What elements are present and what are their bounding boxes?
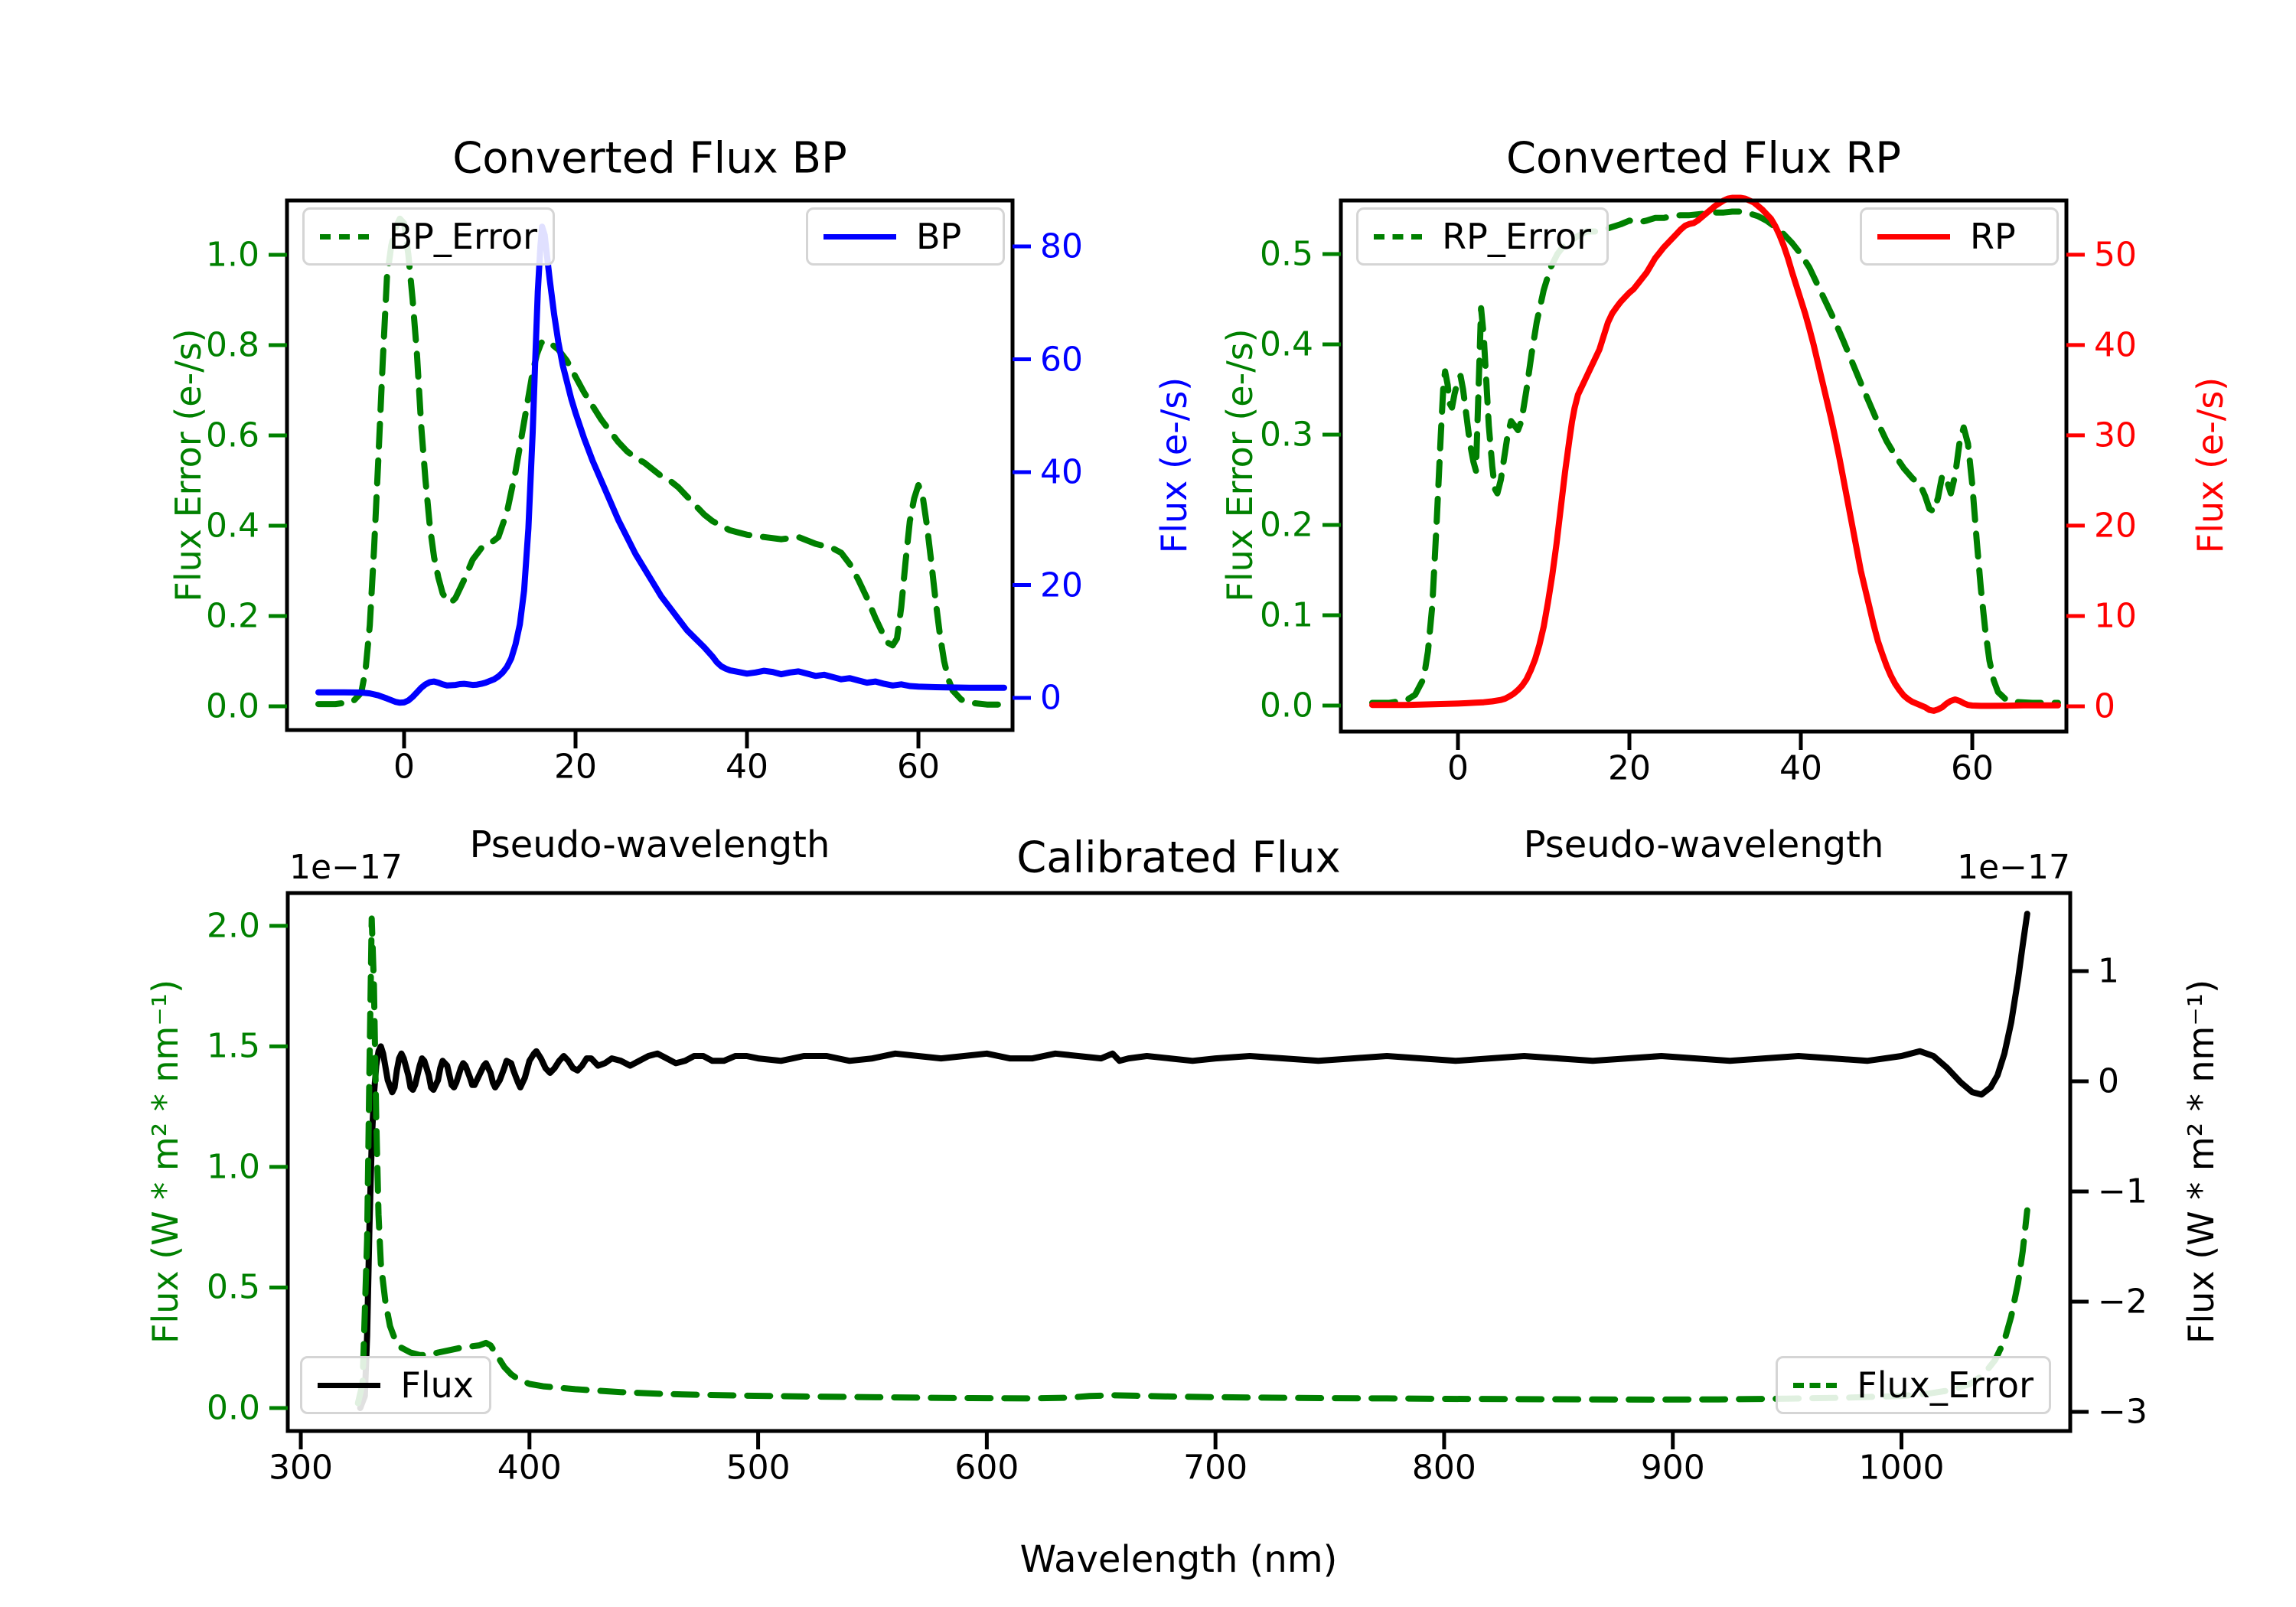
- rp-legend: RP: [1860, 207, 2059, 266]
- cal-plot-title: Calibrated Flux: [1016, 833, 1341, 883]
- rp-x-tick-label: 20: [1608, 748, 1651, 788]
- rp-right-yaxis-label: Flux (e-/s): [2190, 376, 2231, 554]
- rp-left-tick-label: 0.5: [1260, 234, 1313, 274]
- bp-legend-label: BP: [916, 216, 962, 257]
- bp-left-tick-label: 0.2: [206, 596, 259, 636]
- bp-left-tick-label: 1.0: [206, 235, 259, 275]
- flux-error-legend-line: [1793, 1382, 1838, 1388]
- rp-right-tick-label: 40: [2094, 325, 2137, 365]
- flux-error-legend-label: Flux_Error: [1857, 1364, 2033, 1406]
- cal-plot-frame: [285, 891, 2073, 1433]
- cal-right-tick-label: −2: [2098, 1282, 2148, 1322]
- bp-plot-title: Converted Flux BP: [452, 133, 847, 184]
- cal-right-tick-label: 1: [2098, 951, 2119, 991]
- rp-plot-frame: [1339, 198, 2069, 734]
- bp-x-tick-label: 40: [726, 747, 768, 787]
- cal-flux-curve: [357, 911, 2030, 1411]
- cal-left-tick-label: 0.0: [207, 1388, 260, 1428]
- rp-right-tick-label: 10: [2094, 596, 2137, 636]
- bp-left-tick-label: 0.4: [206, 506, 259, 546]
- cal-x-tick-label: 300: [269, 1448, 334, 1488]
- flux-legend-line: [318, 1382, 381, 1388]
- cal-left-tick-label: 0.5: [207, 1267, 260, 1307]
- rp-x-tick-label: 0: [1446, 748, 1469, 788]
- rp-xaxis-label: Pseudo-wavelength: [1523, 823, 1884, 866]
- bp-left-tick-label: 0.8: [206, 325, 259, 365]
- cal-x-tick-label: 800: [1411, 1448, 1476, 1488]
- cal-left-tick-label: 2.0: [207, 906, 260, 946]
- cal-x-tick-label: 1000: [1858, 1448, 1945, 1488]
- rp-legend-line: [1877, 233, 1950, 240]
- rp-x-tick-label: 40: [1779, 748, 1822, 788]
- cal-x-tick-label: 700: [1183, 1448, 1248, 1488]
- rp-right-tick-label: 20: [2094, 506, 2137, 546]
- bp-x-tick-label: 0: [393, 747, 415, 787]
- rp-left-tick-label: 0.4: [1260, 324, 1313, 364]
- cal-right-tick-label: 0: [2098, 1061, 2119, 1101]
- bp-error-legend-line: [320, 233, 369, 240]
- bp-x-tick-label: 60: [897, 747, 941, 787]
- rp-legend-label: RP: [1970, 216, 2016, 257]
- rp-left-tick-label: 0.0: [1260, 686, 1313, 725]
- cal-x-tick-label: 500: [726, 1448, 791, 1488]
- bp-plot-frame: [285, 198, 1015, 732]
- bp-legend: BP: [806, 207, 1005, 266]
- bp-error-legend: BP_Error: [302, 207, 555, 266]
- cal-x-tick-label: 400: [497, 1448, 562, 1488]
- rp-left-tick-label: 0.3: [1260, 415, 1313, 455]
- flux-legend-label: Flux: [400, 1364, 474, 1406]
- cal-right-yaxis-label: Flux (W * m² * nm⁻¹): [2180, 979, 2222, 1345]
- bp-left-tick-label: 0.6: [206, 416, 259, 455]
- bp-x-tick-label: 20: [554, 747, 597, 787]
- bp-right-tick-label: 60: [1040, 340, 1083, 380]
- cal-x-tick-label: 900: [1640, 1448, 1705, 1488]
- rp-left-tick-label: 0.2: [1260, 505, 1313, 545]
- rp-x-tick-label: 60: [1951, 748, 1994, 788]
- rp-left-tick-label: 0.1: [1260, 595, 1313, 635]
- bp-left-yaxis-label: Flux Error (e-/s): [168, 328, 209, 602]
- bp-right-tick-label: 80: [1040, 227, 1083, 266]
- cal-left-tick-label: 1.0: [207, 1147, 260, 1187]
- rp-plot-title: Converted Flux RP: [1505, 133, 1902, 184]
- cal-left-yaxis-label: Flux (W * m² * nm⁻¹): [145, 979, 186, 1345]
- bp-left-tick-label: 0.0: [206, 686, 259, 726]
- bp-right-yaxis-label: Flux (e-/s): [1153, 376, 1195, 554]
- cal-x-tick-label: 600: [954, 1448, 1019, 1488]
- bp-right-tick-label: 20: [1040, 566, 1083, 605]
- rp-error-legend: RP_Error: [1356, 207, 1609, 266]
- rp-left-yaxis-label: Flux Error (e-/s): [1219, 328, 1261, 602]
- bp-legend-line: [823, 233, 896, 240]
- cal-left-offset-text: 1e−17: [289, 848, 403, 887]
- cal-flux_error-curve: [354, 915, 2030, 1407]
- cal-right-tick-label: −1: [2098, 1172, 2148, 1211]
- bp-bp_error-curve: [315, 215, 1007, 708]
- flux-legend: Flux: [300, 1356, 491, 1414]
- bp-error-legend-label: BP_Error: [388, 216, 537, 257]
- bp-xaxis-label: Pseudo-wavelength: [469, 823, 830, 866]
- rp-rp_error-curve: [1369, 208, 2061, 706]
- rp-right-tick-label: 30: [2094, 416, 2137, 455]
- cal-right-tick-label: −3: [2098, 1392, 2148, 1432]
- cal-xaxis-label: Wavelength (nm): [1019, 1538, 1338, 1581]
- flux-error-legend: Flux_Error: [1776, 1356, 2051, 1414]
- bp-right-tick-label: 0: [1040, 678, 1062, 718]
- rp-error-legend-label: RP_Error: [1442, 216, 1591, 257]
- cal-right-offset-text: 1e−17: [1957, 848, 2070, 887]
- rp-right-tick-label: 0: [2094, 686, 2115, 726]
- cal-left-tick-label: 1.5: [207, 1026, 260, 1066]
- bp-right-tick-label: 40: [1040, 452, 1083, 492]
- rp-error-legend-line: [1374, 233, 1423, 240]
- rp-right-tick-label: 50: [2094, 235, 2137, 275]
- bp-bp-curve: [315, 223, 1007, 706]
